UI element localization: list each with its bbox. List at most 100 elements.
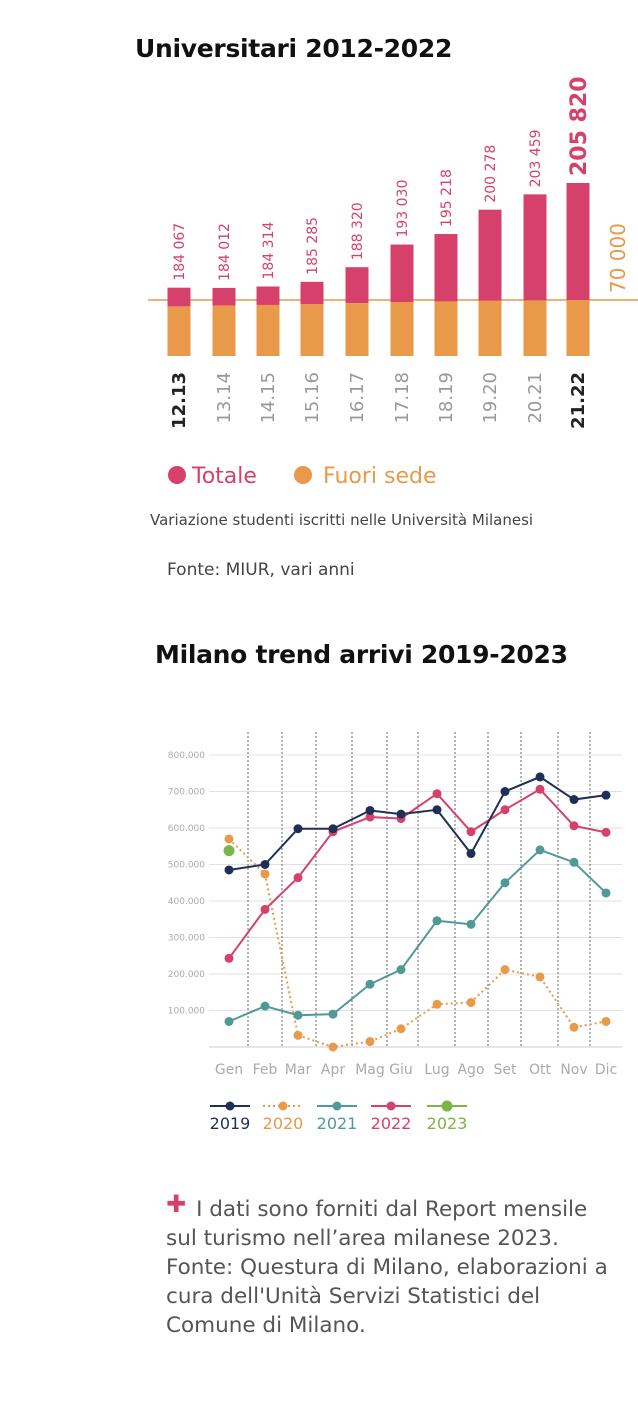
x-tick-label: Apr bbox=[321, 1062, 345, 1078]
series-line-2022 bbox=[228, 788, 607, 959]
series-line-2020 bbox=[228, 838, 607, 1049]
data-label: 195 218 bbox=[439, 169, 455, 227]
data-point-2022 bbox=[293, 873, 303, 883]
legend-marker-2023 bbox=[441, 1100, 453, 1112]
legend-marker-2021 bbox=[332, 1101, 342, 1111]
bar-fuori-sede bbox=[212, 305, 236, 356]
legend-label-totale: Totale bbox=[191, 464, 257, 489]
legend-label-2019: 2019 bbox=[210, 1114, 251, 1133]
legend-label-2022: 2022 bbox=[371, 1114, 412, 1133]
data-label: 205 820 bbox=[567, 76, 592, 176]
line-chart: 100.000 200.000 300.000 400.000 500.000 600.0… bbox=[168, 732, 622, 1133]
legend-label-fuori-sede: Fuori sede bbox=[323, 464, 437, 489]
data-point-2021 bbox=[365, 979, 375, 989]
data-point-2022 bbox=[466, 827, 476, 837]
bar-totale bbox=[478, 209, 502, 301]
bar-totale bbox=[345, 267, 369, 304]
x-tick-label: Ago bbox=[457, 1062, 484, 1078]
data-point-2021 bbox=[328, 1009, 338, 1019]
data-label: 200 278 bbox=[483, 145, 499, 203]
bar-totale bbox=[256, 286, 280, 305]
data-point-2022 bbox=[500, 805, 510, 815]
data-point-2021 bbox=[432, 916, 442, 926]
data-point-2021 bbox=[601, 888, 611, 898]
tick-label: 16.17 bbox=[347, 372, 368, 424]
data-point-2019 bbox=[601, 790, 611, 800]
data-point-2021 bbox=[500, 878, 510, 888]
y-tick-label: 500.000 bbox=[168, 861, 205, 871]
data-point-2020 bbox=[365, 1037, 375, 1047]
data-point-2022 bbox=[224, 953, 234, 963]
data-point-2021 bbox=[293, 1010, 303, 1020]
data-point-2022 bbox=[365, 812, 375, 822]
y-tick-label: 400.000 bbox=[168, 897, 205, 907]
reference-label: 70 000 bbox=[606, 223, 630, 293]
data-point-2022 bbox=[432, 789, 442, 799]
data-point-2019 bbox=[365, 805, 375, 815]
tick-label: 20.21 bbox=[525, 372, 546, 424]
data-point-2022 bbox=[569, 821, 579, 831]
legend-marker-2022 bbox=[386, 1101, 396, 1111]
bar-fuori-sede bbox=[345, 303, 369, 356]
data-point-2019 bbox=[432, 805, 442, 815]
tick-label: 17.18 bbox=[392, 372, 413, 424]
data-point-2020 bbox=[328, 1042, 338, 1052]
bar-fuori-sede bbox=[167, 306, 191, 356]
data-point-2021 bbox=[396, 965, 406, 975]
series-line-2019 bbox=[228, 775, 607, 871]
data-point-2020 bbox=[466, 997, 476, 1007]
legend-label-2021: 2021 bbox=[317, 1114, 358, 1133]
bar-totale bbox=[390, 244, 414, 302]
data-point-2019 bbox=[328, 824, 338, 834]
tick-label: 13.14 bbox=[214, 372, 235, 424]
data-point-2020 bbox=[500, 965, 510, 975]
legend-marker-fuori-sede bbox=[294, 466, 312, 484]
data-point-2021 bbox=[224, 1016, 234, 1026]
data-point-2019 bbox=[396, 809, 406, 819]
bar-fuori-sede bbox=[523, 300, 547, 356]
data-point-2019 bbox=[293, 824, 303, 834]
x-tick-label: Ott bbox=[529, 1062, 552, 1078]
data-point-2020 bbox=[260, 869, 270, 879]
data-label: 193 030 bbox=[395, 180, 411, 238]
data-point-2021 bbox=[466, 919, 476, 929]
data-point-2019 bbox=[535, 772, 545, 782]
x-tick-label: Feb bbox=[253, 1062, 278, 1078]
data-point-2020 bbox=[432, 999, 442, 1009]
tick-label: 15.16 bbox=[302, 372, 323, 424]
data-point-2020 bbox=[396, 1024, 406, 1034]
tick-label: 12.13 bbox=[169, 372, 190, 429]
legend-marker-2020 bbox=[278, 1101, 288, 1111]
bar-fuori-sede bbox=[256, 304, 280, 356]
bar-totale bbox=[212, 287, 236, 306]
data-point-2023 bbox=[223, 845, 235, 857]
bar-fuori-sede bbox=[566, 300, 590, 356]
data-point-2022 bbox=[601, 827, 611, 837]
plus-icon: ✚ bbox=[166, 1190, 187, 1218]
legend-label-2020: 2020 bbox=[263, 1114, 304, 1133]
y-tick-label: 600.000 bbox=[168, 824, 205, 834]
tick-label: 19.20 bbox=[480, 372, 501, 424]
legend-marker-totale bbox=[168, 466, 186, 484]
data-point-2020 bbox=[535, 972, 545, 982]
x-tick-label: Lug bbox=[424, 1062, 449, 1078]
chart1-subtitle: Variazione studenti iscritti nelle Unive… bbox=[150, 511, 534, 529]
y-tick-label: 300.000 bbox=[168, 934, 205, 944]
y-tick-label: 200.000 bbox=[168, 970, 205, 980]
bar-fuori-sede bbox=[300, 304, 324, 356]
data-point-2019 bbox=[569, 795, 579, 805]
bar-totale bbox=[300, 281, 324, 305]
data-point-2019 bbox=[260, 860, 270, 869]
x-tick-label: Dic bbox=[595, 1062, 617, 1078]
data-point-2020 bbox=[569, 1022, 579, 1032]
bar-fuori-sede bbox=[390, 302, 414, 356]
data-point-2020 bbox=[224, 834, 234, 844]
data-point-2019 bbox=[224, 865, 234, 875]
data-label: 184 314 bbox=[261, 222, 277, 280]
bar-totale bbox=[523, 194, 547, 301]
data-label: 184 067 bbox=[172, 223, 188, 281]
x-tick-label: Mar bbox=[285, 1062, 312, 1078]
bar-totale bbox=[434, 234, 458, 302]
series-line-2021 bbox=[228, 848, 607, 1023]
y-tick-label: 100.000 bbox=[168, 1007, 205, 1017]
